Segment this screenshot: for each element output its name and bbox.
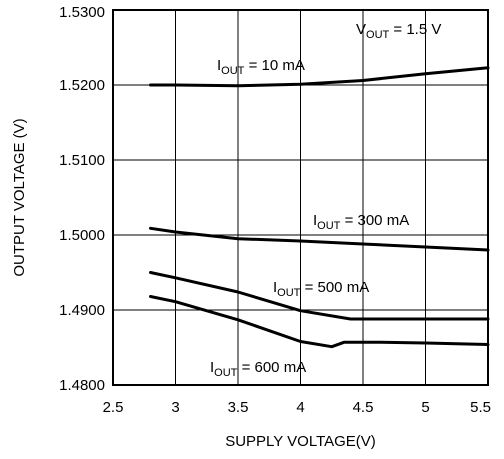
series-line [149,226,490,252]
x-tick-label: 5 [421,399,429,416]
y-tick-label: 1.5100 [59,152,105,169]
annotations: IOUT = 10 mA IOUT = 300 mA IOUT = 500 mA IO… [210,21,441,379]
series-label: IOUT = 500 mA [273,279,369,299]
series-line [149,295,490,349]
x-tick-label: 3.5 [228,399,249,416]
x-tick-label: 4 [296,399,304,416]
y-tick-label: 1.4900 [59,302,105,319]
x-tick-label: 4.5 [353,399,374,416]
x-tick-label: 3 [171,399,179,416]
series-line [149,271,490,321]
series-label: IOUT = 600 mA [210,359,306,379]
tick-labels: 2.5 3 3.5 4 4.5 5 5.5 1.4800 1.4900 1.5000 1.5100 1… [59,4,491,416]
y-tick-label: 1.5300 [59,4,105,21]
x-axis-title: SUPPLY VOLTAGE(V) [225,433,376,450]
series-label: IOUT = 300 mA [313,212,409,232]
y-tick-label: 1.5000 [59,227,105,244]
series-label: IOUT = 10 mA [217,57,305,77]
plot-frame [112,9,489,386]
y-axis-title: OUTPUT VOLTAGE (V) [11,118,28,276]
y-tick-label: 1.4800 [59,377,105,394]
x-tick-label: 2.5 [103,399,124,416]
x-tick-label: 5.5 [470,399,491,416]
series-line [149,66,490,88]
plot-series [149,66,490,349]
vout-annotation: VOUT = 1.5 V [356,21,441,41]
y-tick-label: 1.5200 [59,77,105,94]
